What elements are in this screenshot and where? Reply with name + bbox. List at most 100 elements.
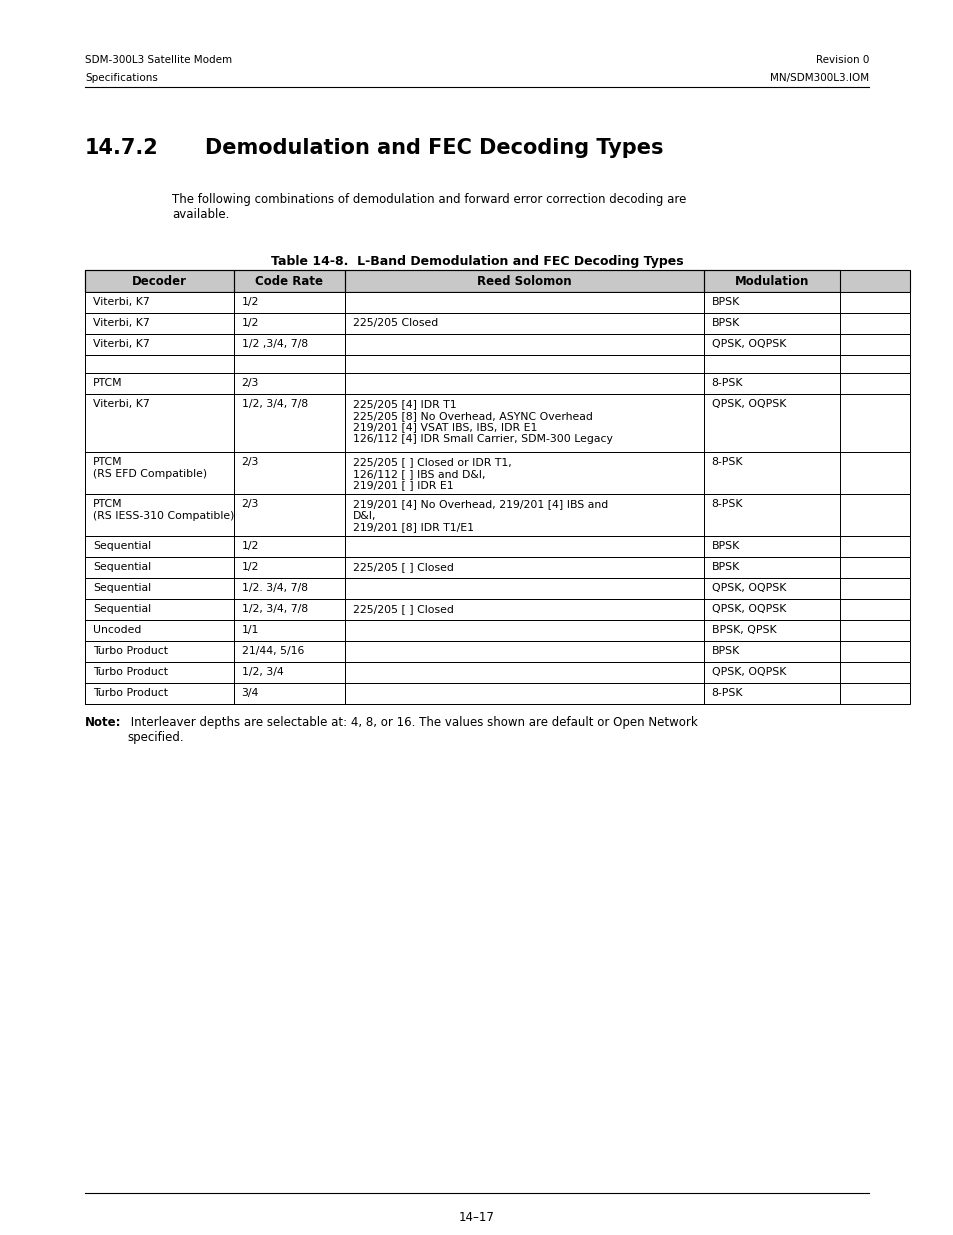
- Bar: [703, 683, 839, 704]
- Text: Interleaver depths are selectable at: 4, 8, or 16. The values shown are default : Interleaver depths are selectable at: 4,…: [127, 716, 697, 743]
- Bar: [233, 312, 345, 333]
- Text: 8-PSK: 8-PSK: [711, 457, 742, 467]
- Text: SDM-300L3 Satellite Modem: SDM-300L3 Satellite Modem: [85, 56, 232, 65]
- Text: 1/1: 1/1: [241, 625, 258, 635]
- Text: Turbo Product: Turbo Product: [92, 667, 168, 677]
- Bar: [233, 641, 345, 662]
- Text: 2/3: 2/3: [241, 457, 258, 467]
- Bar: [233, 291, 345, 312]
- Text: Turbo Product: Turbo Product: [92, 688, 168, 698]
- Text: 1/2. 3/4, 7/8: 1/2. 3/4, 7/8: [241, 583, 307, 593]
- Bar: [85, 578, 233, 599]
- Text: PTCM
(RS IESS-310 Compatible): PTCM (RS IESS-310 Compatible): [92, 499, 234, 521]
- Text: Revision 0: Revision 0: [815, 56, 868, 65]
- Text: Viterbi, K7: Viterbi, K7: [92, 296, 150, 308]
- Text: 225/205 [ ] Closed: 225/205 [ ] Closed: [353, 562, 454, 572]
- Text: Viterbi, K7: Viterbi, K7: [92, 399, 150, 409]
- Text: MN/SDM300L3.IOM: MN/SDM300L3.IOM: [769, 73, 868, 83]
- Bar: [85, 494, 909, 536]
- Text: Uncoded: Uncoded: [92, 625, 141, 635]
- Bar: [345, 270, 703, 291]
- Bar: [703, 599, 839, 620]
- Bar: [85, 641, 909, 662]
- Text: 225/205 [ ] Closed: 225/205 [ ] Closed: [353, 604, 454, 614]
- Bar: [233, 662, 345, 683]
- Text: QPSK, OQPSK: QPSK, OQPSK: [711, 399, 785, 409]
- Text: QPSK, OQPSK: QPSK, OQPSK: [711, 667, 785, 677]
- Bar: [85, 620, 233, 641]
- Text: BPSK: BPSK: [711, 296, 740, 308]
- Bar: [85, 373, 909, 394]
- Text: Turbo Product: Turbo Product: [92, 646, 168, 656]
- Bar: [703, 312, 839, 333]
- Text: The following combinations of demodulation and forward error correction decoding: The following combinations of demodulati…: [172, 193, 685, 221]
- Bar: [233, 683, 345, 704]
- Text: 1/2: 1/2: [241, 317, 258, 329]
- Bar: [85, 394, 233, 452]
- Bar: [85, 312, 233, 333]
- Text: Sequential: Sequential: [92, 541, 151, 551]
- Bar: [345, 536, 703, 557]
- Bar: [233, 270, 345, 291]
- Bar: [345, 641, 703, 662]
- Bar: [345, 373, 703, 394]
- Text: 1/2 ,3/4, 7/8: 1/2 ,3/4, 7/8: [241, 338, 307, 350]
- Text: Viterbi, K7: Viterbi, K7: [92, 338, 150, 350]
- Text: 8-PSK: 8-PSK: [711, 499, 742, 509]
- Text: Reed Solomon: Reed Solomon: [476, 274, 571, 288]
- Text: Decoder: Decoder: [132, 274, 187, 288]
- Bar: [703, 578, 839, 599]
- Bar: [85, 536, 233, 557]
- Bar: [85, 599, 233, 620]
- Bar: [233, 494, 345, 536]
- Bar: [233, 452, 345, 494]
- Bar: [345, 354, 703, 373]
- Bar: [703, 662, 839, 683]
- Bar: [85, 557, 909, 578]
- Bar: [345, 452, 703, 494]
- Bar: [233, 394, 345, 452]
- Bar: [85, 354, 233, 373]
- Bar: [85, 270, 909, 291]
- Bar: [85, 291, 233, 312]
- Text: BPSK: BPSK: [711, 541, 740, 551]
- Text: BPSK: BPSK: [711, 646, 740, 656]
- Bar: [233, 599, 345, 620]
- Bar: [85, 452, 909, 494]
- Bar: [85, 312, 909, 333]
- Bar: [85, 599, 909, 620]
- Bar: [85, 662, 233, 683]
- Text: Modulation: Modulation: [734, 274, 808, 288]
- Text: 225/205 [ ] Closed or IDR T1,
126/112 [ ] IBS and D&I,
219/201 [ ] IDR E1: 225/205 [ ] Closed or IDR T1, 126/112 [ …: [353, 457, 511, 490]
- Bar: [345, 291, 703, 312]
- Bar: [85, 452, 233, 494]
- Bar: [345, 662, 703, 683]
- Text: 14–17: 14–17: [458, 1212, 495, 1224]
- Text: 2/3: 2/3: [241, 378, 258, 388]
- Text: PTCM
(RS EFD Compatible): PTCM (RS EFD Compatible): [92, 457, 207, 479]
- Text: 225/205 [4] IDR T1
225/205 [8] No Overhead, ASYNC Overhead
219/201 [4] VSAT IBS,: 225/205 [4] IDR T1 225/205 [8] No Overhe…: [353, 399, 612, 443]
- Bar: [85, 620, 909, 641]
- Bar: [345, 312, 703, 333]
- Text: 8-PSK: 8-PSK: [711, 688, 742, 698]
- Bar: [345, 620, 703, 641]
- Text: Note:: Note:: [85, 716, 121, 729]
- Bar: [233, 620, 345, 641]
- Bar: [703, 494, 839, 536]
- Bar: [345, 394, 703, 452]
- Text: 8-PSK: 8-PSK: [711, 378, 742, 388]
- Bar: [703, 452, 839, 494]
- Text: Sequential: Sequential: [92, 583, 151, 593]
- Bar: [345, 599, 703, 620]
- Text: BPSK: BPSK: [711, 562, 740, 572]
- Text: 1/2, 3/4, 7/8: 1/2, 3/4, 7/8: [241, 399, 307, 409]
- Bar: [85, 683, 909, 704]
- Bar: [233, 578, 345, 599]
- Text: QPSK, OQPSK: QPSK, OQPSK: [711, 338, 785, 350]
- Bar: [85, 354, 909, 373]
- Text: 225/205 Closed: 225/205 Closed: [353, 317, 437, 329]
- Bar: [85, 494, 233, 536]
- Bar: [85, 683, 233, 704]
- Bar: [345, 683, 703, 704]
- Bar: [85, 291, 909, 312]
